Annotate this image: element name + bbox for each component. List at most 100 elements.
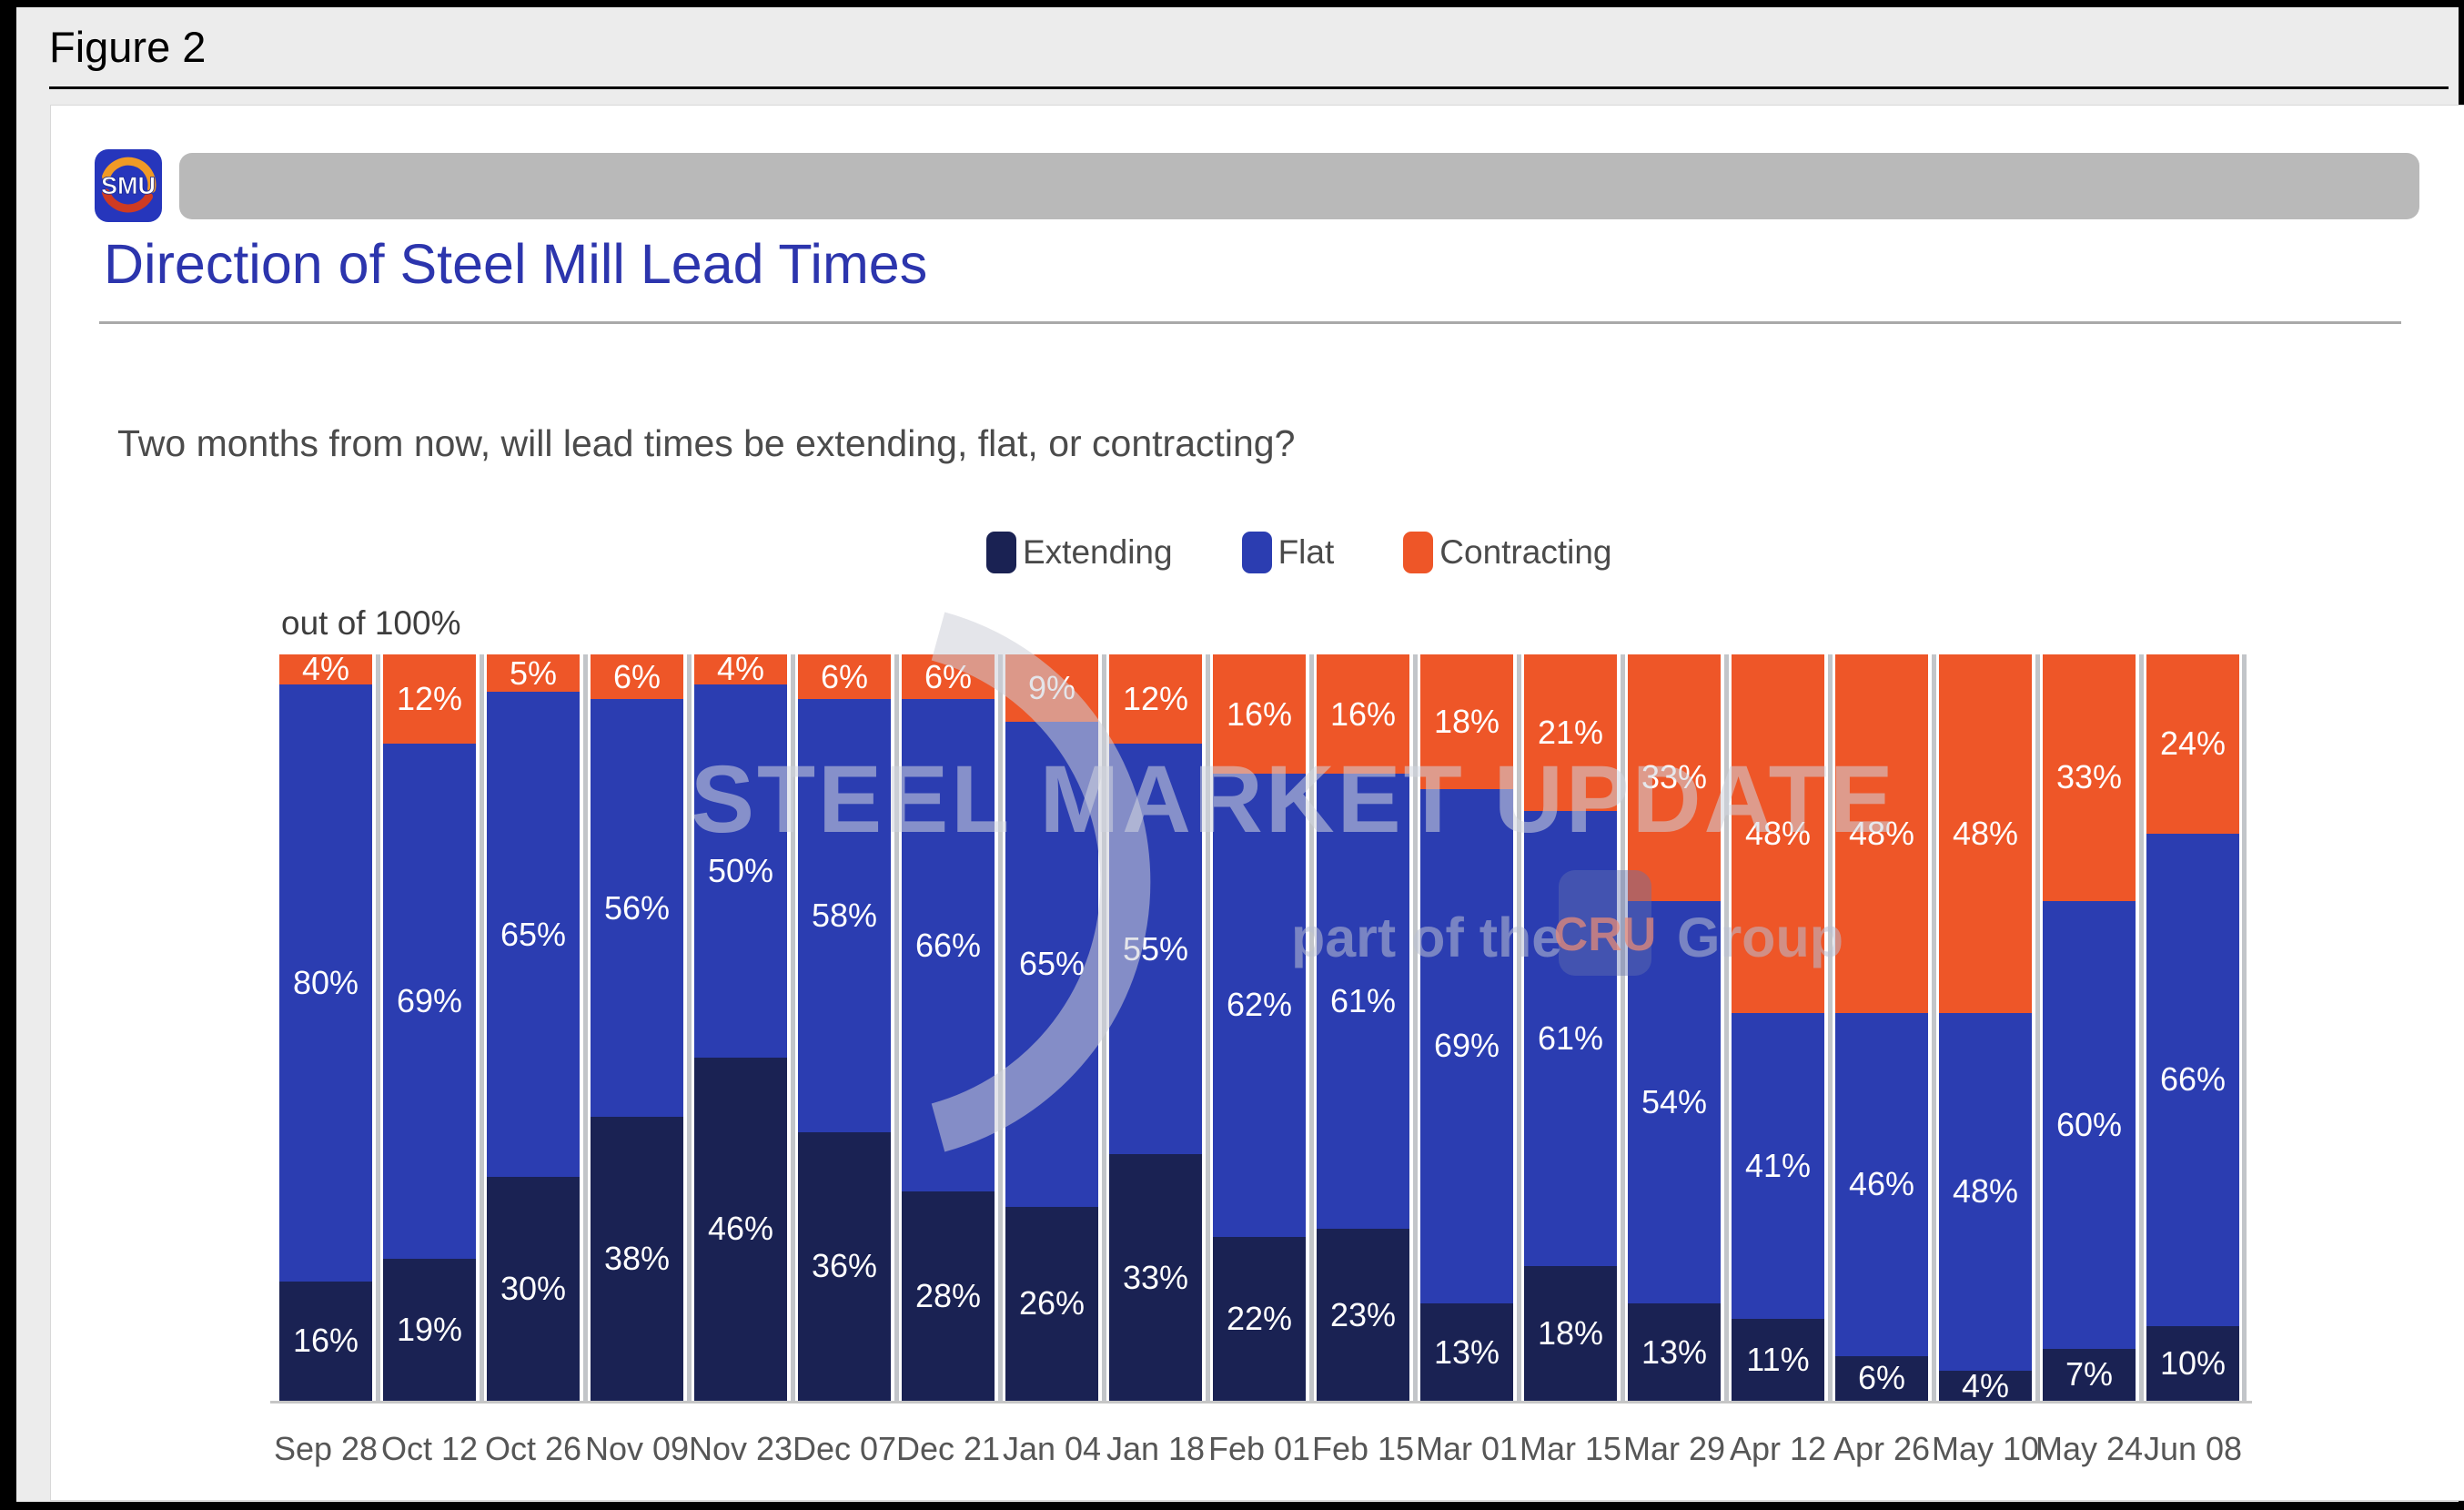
bar-column-sep-28: 4% 80% 16% [279,650,372,1401]
bar-gap-divider [376,654,380,1401]
segment-value-label: 36% [811,1247,878,1285]
segment-value-label: 69% [1433,1027,1500,1065]
segment-value-label: 7% [2065,1355,2114,1393]
bar-gap-divider [2035,654,2040,1401]
segment-value-label: 61% [1537,1019,1604,1058]
segment-contracting: 6% [902,654,995,700]
bar-column-oct-12: 12% 69% 19% [383,654,476,1401]
bar-gap-divider [687,654,692,1401]
x-axis-label: Jan 18 [1106,1430,1206,1467]
segment-value-label: 4% [1961,1366,2010,1404]
segment-value-label: 21% [1537,714,1604,752]
segment-extending: 16% [279,1281,372,1401]
segment-value-label: 5% [509,654,558,692]
segment-extending: 7% [2043,1348,2136,1401]
segment-extending: 38% [591,1117,683,1401]
segment-value-label: 69% [396,982,463,1020]
segment-value-label: 16% [1226,694,1293,733]
x-axis-label: Jan 04 [1002,1430,1102,1467]
segment-value-label: 33% [2055,758,2123,796]
segment-value-label: 46% [1848,1165,1915,1203]
x-axis-label: May 10 [1931,1430,2040,1467]
segment-value-label: 6% [612,657,661,695]
segment-value-label: 16% [292,1322,359,1360]
segment-value-label: 10% [2159,1343,2227,1382]
figure-caption-rule [49,86,2449,89]
segment-value-label: 66% [2159,1060,2227,1099]
bar-column-oct-26: 5% 65% 30% [487,654,580,1401]
segment-contracting: 4% [694,650,787,688]
legend-swatch-extending [986,532,1016,573]
bar-column-feb-01: 16% 62% 22% [1213,654,1306,1401]
segment-value-label: 48% [1744,814,1812,852]
segment-extending: 28% [902,1191,995,1401]
segment-flat: 65% [487,692,580,1177]
x-axis-label: May 24 [2035,1430,2144,1467]
segment-value-label: 6% [820,657,869,695]
segment-value-label: 66% [914,926,982,964]
x-axis-label: Oct 12 [380,1430,479,1467]
legend-swatch-flat [1241,532,1272,573]
segment-value-label: 62% [1226,986,1293,1024]
segment-extending: 11% [1732,1318,1824,1401]
segment-contracting: 6% [591,654,683,700]
bar-column-mar-15: 21% 61% 18% [1524,654,1617,1401]
segment-flat: 69% [383,744,476,1260]
bar-column-mar-01: 18% 69% 13% [1420,654,1513,1401]
segment-contracting: 18% [1420,654,1513,789]
segment-flat: 58% [798,699,891,1132]
segment-extending: 30% [487,1177,580,1401]
segment-value-label: 13% [1433,1333,1500,1371]
segment-value-label: 33% [1641,758,1708,796]
segment-flat: 62% [1213,774,1306,1237]
segment-contracting: 6% [798,654,891,700]
segment-contracting: 33% [1628,654,1721,901]
axis-note: out of 100% [281,604,461,642]
bar-gap-divider [1206,654,1210,1401]
x-axis-label: Apr 12 [1729,1430,1827,1467]
segment-flat: 54% [1628,900,1721,1304]
survey-question: Two months from now, will lead times be … [117,422,1296,464]
segment-contracting: 5% [487,654,580,692]
title-divider [99,321,2401,324]
x-axis-label: Dec 07 [792,1430,897,1467]
segment-contracting: 48% [1939,654,2032,1013]
legend-item-contracting: Contracting [1403,532,1611,573]
bar-gap-divider [1621,654,1625,1401]
segment-extending: 33% [1109,1154,1202,1401]
segment-extending: 36% [798,1131,891,1401]
legend-label: Contracting [1439,533,1612,571]
legend-swatch-contracting [1403,532,1434,573]
segment-value-label: 50% [707,851,774,889]
bar-column-feb-15: 16% 61% 23% [1317,654,1409,1401]
segment-extending: 4% [1939,1366,2032,1404]
legend-item-extending: Extending [986,532,1173,573]
segment-value-label: 58% [811,896,878,934]
segment-flat: 56% [591,699,683,1118]
x-axis-label: Mar 29 [1622,1430,1726,1467]
segment-flat: 61% [1524,811,1617,1267]
segment-flat: 48% [1939,1012,2032,1372]
segment-contracting: 16% [1213,654,1306,775]
segment-value-label: 22% [1226,1299,1293,1337]
bar-gap-divider [791,654,795,1401]
segment-flat: 46% [1835,1012,1928,1356]
figure-caption: Figure 2 [49,23,207,71]
segment-value-label: 4% [301,650,350,688]
segment-value-label: 4% [716,650,765,688]
segment-value-label: 48% [1848,814,1915,852]
segment-value-label: 30% [500,1270,567,1307]
bar-gap-divider [1309,654,1314,1401]
bar-column-nov-23: 4% 50% 46% [694,650,787,1401]
segment-extending: 18% [1524,1266,1617,1401]
legend-label: Extending [1023,533,1173,571]
segment-extending: 10% [2146,1325,2239,1401]
segment-value-label: 28% [914,1277,982,1315]
segment-contracting: 4% [279,650,372,688]
segment-contracting: 33% [2043,654,2136,901]
bar-column-jun-08: 24% 66% 10% [2146,654,2239,1401]
bar-column-may-10: 48% 48% 4% [1939,654,2032,1404]
segment-flat: 41% [1732,1012,1824,1319]
segment-value-label: 60% [2055,1105,2123,1143]
